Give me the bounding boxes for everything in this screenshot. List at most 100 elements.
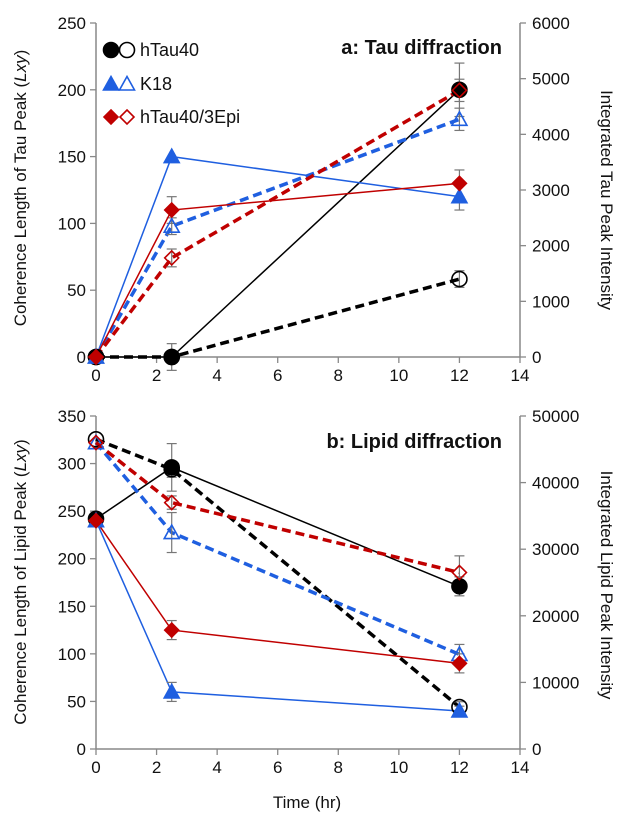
panel-a-x-tick-label: 2 — [152, 366, 161, 385]
legend-label-k18: K18 — [140, 74, 172, 94]
panel-b-y-tick-label: 50 — [67, 692, 86, 711]
panel-a-title: a: Tau diffraction — [341, 37, 502, 59]
panel-b-htau40-3epi-open-line — [94, 441, 460, 575]
panel-a-left-axis-title: Coherence Length of Tau Peak (Lxy) — [11, 50, 30, 327]
panel-b-x-tick-label: 0 — [91, 758, 100, 777]
legend: hTau40 K18 hTau40/3Epi — [102, 40, 240, 127]
panel-b-htau40-3epi-filled-line — [95, 520, 460, 665]
chart-text: a: Tau diffraction b: Lipid diffraction … — [11, 37, 616, 812]
legend-htau40-3epi-open-marker — [118, 108, 136, 126]
panel-a-htau40-filled-line — [96, 89, 460, 358]
panel-b-y2-tick-label: 20000 — [532, 607, 579, 626]
panel-b-k18-filled-line — [95, 520, 460, 712]
panel-a-k18-open-line — [94, 117, 461, 358]
axes-frames — [95, 23, 521, 750]
panel-b-y-tick-label: 250 — [58, 502, 86, 521]
panel-b-title: b: Lipid diffraction — [326, 431, 502, 453]
ylabel-b-italic: Lxy — [11, 443, 30, 471]
panel-a-y-tick-label: 50 — [67, 281, 86, 300]
panel-b-htau40-3epi-filled-point — [163, 621, 180, 639]
panel-b-right-axis-title: Integrated Lipid Peak Intensity — [597, 471, 616, 700]
panel-b-htau40-open-point — [163, 460, 181, 478]
panel-b-y2-tick-label: 0 — [532, 740, 541, 759]
panel-b-k18-open-line — [94, 441, 461, 657]
panel-a-y-tick-label: 0 — [77, 348, 86, 367]
panel-b-x-tick-label: 10 — [389, 758, 408, 777]
panel-a-k18-open-point — [450, 110, 469, 127]
panel-a-htau40-3epi-open-point — [163, 249, 180, 267]
panel-a-x-tick-label: 6 — [273, 366, 282, 385]
panel-a-y-tick-label: 150 — [58, 148, 86, 167]
legend-htau40-filled-marker — [102, 41, 120, 59]
panel-a-x-tick-label: 0 — [91, 366, 100, 385]
panel-b-y-tick-label: 200 — [58, 550, 86, 569]
panel-b-x-tick-label: 4 — [212, 758, 221, 777]
panel-a-right-axis-title: Integrated Tau Peak Intensity — [597, 90, 616, 310]
panel-a-y2-tick-label: 6000 — [532, 14, 570, 33]
panel-b-x-tick-label: 2 — [152, 758, 161, 777]
panel-b-y2-tick-label: 10000 — [532, 673, 579, 692]
panel-b-y-tick-label: 300 — [58, 455, 86, 474]
panel-a-y-tick-label: 100 — [58, 214, 86, 233]
panel-a-htau40-3epi-filled-line — [95, 182, 460, 358]
panel-a-x-tick-label: 10 — [389, 366, 408, 385]
panel-b-htau40-3epi-open-point — [451, 564, 468, 581]
ylabel-b-part3: ) — [11, 439, 30, 445]
axis-ticks: 0 2 4 6 8 10 12 1405010015020025001000200030004… — [58, 14, 580, 777]
panel-b-y2-tick-label: 30000 — [532, 540, 579, 559]
panel-a-y2-tick-label: 4000 — [532, 125, 570, 144]
panel-a-x-tick-label: 12 — [450, 366, 469, 385]
series-lines — [94, 62, 465, 717]
panel-a-htau40-filled-point — [451, 81, 468, 99]
legend-htau40-open-marker — [118, 41, 136, 59]
panel-a-y2-tick-label: 1000 — [532, 292, 570, 311]
panel-b-y2-tick-label: 40000 — [532, 474, 579, 493]
ylabel-b-part1: Coherence Length of Lipid Peak ( — [11, 471, 30, 725]
panel-a-k18-filled-point — [162, 147, 181, 164]
panel-a-k18-open-point — [162, 217, 181, 233]
panel-b-htau40-open-point — [87, 431, 105, 448]
panel-a-x-tick-label: 8 — [334, 366, 343, 385]
series-markers — [87, 81, 469, 718]
panel-b-htau40-open-line — [95, 437, 461, 709]
panel-a-k18-filled-point — [450, 187, 469, 204]
panel-b-htau40-3epi-filled-point — [451, 655, 468, 672]
panel-b-htau40-3epi-open-point — [163, 494, 180, 511]
legend-label-htau40-3epi: hTau40/3Epi — [140, 107, 240, 127]
panel-a-htau40-3epi-open-point — [87, 348, 105, 366]
panel-a-y2-tick-label: 3000 — [532, 181, 570, 200]
panel-b-left-axis-title: Coherence Length of Lipid Peak (Lxy) — [11, 439, 30, 724]
legend-k18-open-marker — [118, 74, 136, 91]
panel-b-x-tick-label: 12 — [450, 758, 469, 777]
ylabel-a-part3: ) — [11, 50, 30, 56]
panel-a-htau40-open-line — [96, 277, 460, 359]
panel-a-htau40-3epi-open-point — [451, 82, 468, 99]
ylabel-a-part1: Coherence Length of Tau Peak ( — [11, 81, 30, 326]
panel-b-htau40-3epi-filled-point — [87, 512, 105, 529]
panel-b-k18-filled-point — [450, 701, 469, 718]
panel-b-y-tick-label: 350 — [58, 407, 86, 426]
panel-a-htau40-open-point — [163, 348, 181, 366]
panel-b-k18-filled-point — [162, 682, 181, 699]
panel-b-htau40-3epi-open-point — [87, 434, 105, 451]
panel-b-k18-open-point — [162, 523, 181, 540]
panel-b-x-tick-label: 6 — [273, 758, 282, 777]
panel-b-y-tick-label: 100 — [58, 645, 86, 664]
panel-b-htau40-filled-point — [451, 578, 468, 595]
ylabel-a-italic: Lxy — [11, 54, 30, 82]
panel-a-y-tick-label: 200 — [58, 81, 86, 100]
panel-a-y-tick-label: 250 — [58, 14, 86, 33]
panel-b-htau40-filled-line — [95, 466, 460, 587]
panel-a-htau40-open-point — [451, 270, 468, 288]
panel-a-x-tick-label: 14 — [511, 366, 530, 385]
legend-label-htau40: hTau40 — [140, 40, 199, 60]
panel-a-x-tick-label: 4 — [212, 366, 221, 385]
x-axis-title: Time (hr) — [273, 793, 341, 812]
panel-a-htau40-3epi-filled-point — [163, 201, 180, 219]
legend-k18-filled-marker — [102, 74, 120, 91]
panel-a-y2-tick-label: 5000 — [532, 70, 570, 89]
panel-a-y2-tick-label: 2000 — [532, 237, 570, 256]
panel-b-x-tick-label: 8 — [334, 758, 343, 777]
legend-htau40-3epi-filled-marker — [102, 108, 120, 126]
